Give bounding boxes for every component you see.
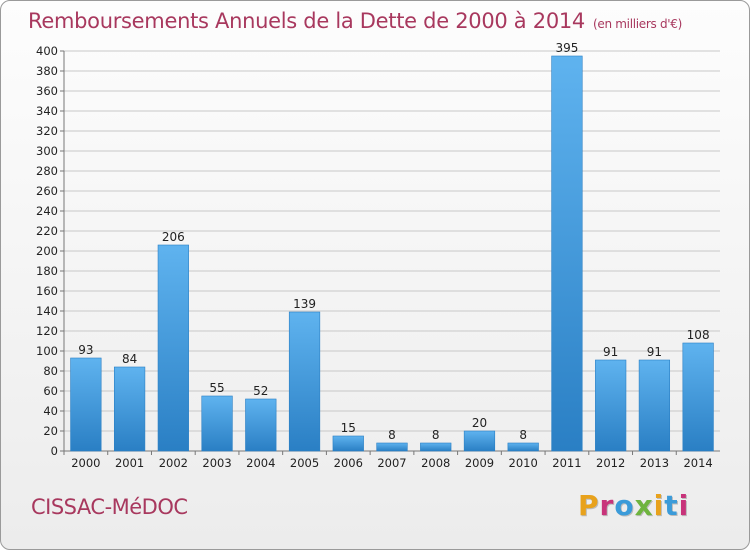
bar	[420, 442, 452, 452]
x-tick-label: 2008	[421, 456, 450, 470]
y-tick-label: 300	[36, 144, 58, 158]
x-tick-label: 2009	[465, 456, 494, 470]
y-tick-label: 0	[51, 444, 58, 458]
y-tick-label: 100	[36, 344, 58, 358]
y-tick-label: 140	[36, 304, 58, 318]
bar-value-label: 91	[647, 345, 662, 359]
bar	[551, 55, 583, 452]
chart-title-text: Remboursements Annuels de la Dette de 20…	[28, 9, 585, 33]
y-tick-label: 280	[36, 164, 58, 178]
bar-value-label: 20	[472, 416, 487, 430]
y-tick-label: 120	[36, 324, 58, 338]
y-tick-label: 320	[36, 124, 58, 138]
y-tick-label: 400	[36, 44, 58, 58]
logo-letter: r	[599, 489, 615, 522]
x-tick-label: 2003	[202, 456, 231, 470]
bar	[332, 435, 364, 452]
bar-value-label: 206	[162, 230, 185, 244]
proxiti-logo: Proxiti	[578, 489, 689, 522]
x-tick-label: 2002	[159, 456, 188, 470]
logo-letter: P	[578, 489, 600, 522]
logo-letter: t	[664, 489, 679, 522]
bar	[682, 342, 714, 452]
bar-value-label: 8	[388, 428, 396, 442]
y-tick-label: 160	[36, 284, 58, 298]
y-tick-label: 260	[36, 184, 58, 198]
x-tick-label: 2005	[290, 456, 319, 470]
x-tick-label: 2013	[640, 456, 669, 470]
bar-value-label: 93	[78, 343, 93, 357]
bar	[463, 430, 496, 452]
bar	[201, 395, 233, 452]
bar	[245, 398, 277, 452]
y-tick-label: 360	[36, 84, 58, 98]
y-tick-label: 180	[36, 264, 58, 278]
y-tick-label: 20	[43, 424, 58, 438]
chart-unit: (en milliers d'€)	[593, 17, 683, 31]
logo-letter: i	[678, 489, 690, 522]
x-tick-label: 2001	[115, 456, 144, 470]
x-tick-label: 2014	[683, 456, 712, 470]
logo-letter: i	[653, 489, 665, 522]
y-tick-label: 340	[36, 104, 58, 118]
y-tick-label: 200	[36, 244, 58, 258]
commune-name: CISSAC-MéDOC	[31, 495, 188, 519]
logo-letter: o	[614, 489, 635, 522]
bar	[157, 244, 189, 452]
x-tick-label: 2011	[552, 456, 581, 470]
bar	[507, 442, 539, 452]
bar-value-label: 139	[293, 297, 316, 311]
bar-value-label: 91	[603, 345, 618, 359]
bar	[595, 359, 627, 452]
bar-value-label: 55	[209, 381, 224, 395]
y-tick-label: 60	[43, 384, 58, 398]
bar-value-label: 84	[122, 352, 137, 366]
bar	[113, 366, 146, 452]
logo-letter: x	[634, 489, 654, 522]
bar-value-label: 8	[432, 428, 440, 442]
bar-value-label: 15	[341, 421, 356, 435]
bar-value-label: 395	[555, 41, 578, 55]
bar	[376, 442, 408, 452]
x-tick-label: 2006	[334, 456, 363, 470]
y-tick-label: 40	[43, 404, 58, 418]
x-tick-label: 2010	[509, 456, 538, 470]
bar-value-label: 52	[253, 384, 268, 398]
x-tick-label: 2000	[71, 456, 100, 470]
x-tick-label: 2012	[596, 456, 625, 470]
chart-title: Remboursements Annuels de la Dette de 20…	[28, 9, 682, 33]
y-tick-label: 220	[36, 224, 58, 238]
bar	[638, 359, 671, 452]
y-tick-label: 80	[43, 364, 58, 378]
y-tick-label: 380	[36, 64, 58, 78]
x-tick-label: 2004	[246, 456, 275, 470]
bar-value-label: 8	[519, 428, 527, 442]
bar	[288, 311, 321, 452]
bar-value-label: 108	[687, 328, 710, 342]
y-tick-label: 240	[36, 204, 58, 218]
bar	[70, 357, 102, 452]
x-tick-label: 2007	[377, 456, 406, 470]
